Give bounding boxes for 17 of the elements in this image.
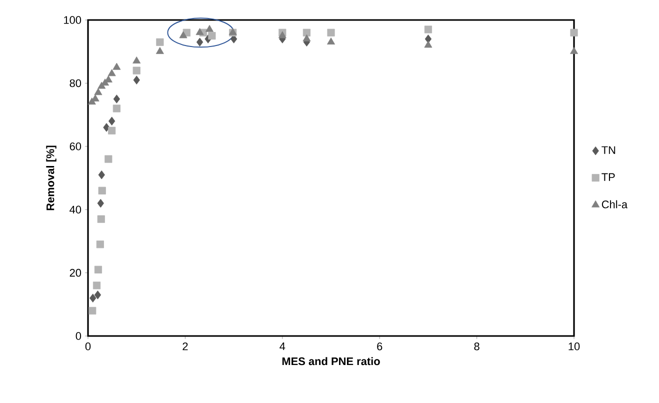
y-tick-label: 80 [70,79,82,88]
x-tick-label: 4 [280,342,286,350]
legend-label: Chl-a [602,200,628,208]
y-tick-label: 40 [70,206,82,214]
x-axis-title: MES and PNE ratio [282,357,380,366]
y-tick-label: 100 [64,16,82,24]
y-tick-label: 0 [76,332,82,340]
x-tick-label: 6 [377,342,382,350]
y-axis-title: Removal [%] [46,146,56,210]
x-tick-label: 8 [474,342,480,350]
x-tick-label: 0 [85,342,91,350]
legend-label: TP [602,173,615,181]
y-tick-label: 20 [70,268,82,277]
x-tick-label: 10 [568,342,580,350]
legend-label: TN [602,146,616,154]
x-tick-label: 2 [182,342,188,350]
y-tick-label: 60 [70,142,82,150]
